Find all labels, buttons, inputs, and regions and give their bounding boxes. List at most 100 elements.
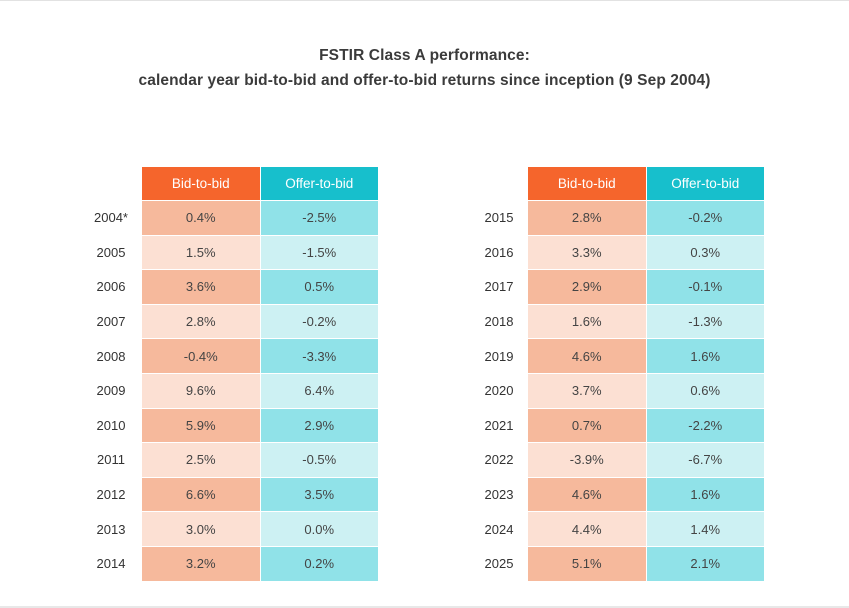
year-cell: 2007 xyxy=(96,314,126,330)
bid-to-bid-cell: 2.8% xyxy=(528,200,646,236)
bid-to-bid-header: Bid-to-bid xyxy=(142,167,260,201)
table-row: 2017 2.9% -0.1% xyxy=(470,269,764,305)
year-cell: 2020 xyxy=(484,383,514,399)
bid-to-bid-cell: 0.4% xyxy=(142,200,260,236)
table-row: 2023 4.6% 1.6% xyxy=(470,477,764,512)
year-header xyxy=(80,167,142,201)
bid-to-bid-cell: 3.6% xyxy=(142,269,260,305)
offer-to-bid-cell: 0.6% xyxy=(645,373,764,409)
bid-to-bid-cell: 4.6% xyxy=(528,477,646,512)
year-cell: 2013 xyxy=(96,521,126,537)
bid-to-bid-cell: 3.3% xyxy=(528,235,646,270)
offer-to-bid-cell: -3.3% xyxy=(259,338,378,374)
year-cell: 2006 xyxy=(96,279,126,295)
offer-to-bid-cell: 1.6% xyxy=(645,477,764,512)
bid-to-bid-cell: 9.6% xyxy=(142,373,260,409)
bid-to-bid-cell: 1.5% xyxy=(142,235,260,270)
offer-to-bid-cell: -1.3% xyxy=(645,304,764,339)
offer-to-bid-cell: -1.5% xyxy=(259,235,378,270)
table-row: 2012 6.6% 3.5% xyxy=(80,477,378,512)
table-row: 2018 1.6% -1.3% xyxy=(470,304,764,339)
performance-table-left: Bid-to-bid Offer-to-bid 2004* 0.4% -2.5% 20… xyxy=(80,167,378,581)
year-cell: 2010 xyxy=(96,417,126,433)
table-row: 2019 4.6% 1.6% xyxy=(470,338,764,374)
table-body: 2004* 0.4% -2.5% 2005 1.5% -1.5% 2006 3.6% 0.5% 2… xyxy=(80,200,378,581)
year-cell: 2012 xyxy=(96,487,126,503)
offer-to-bid-cell: 1.6% xyxy=(645,338,764,374)
table-row: 2024 4.4% 1.4% xyxy=(470,511,764,547)
year-cell: 2004* xyxy=(94,210,128,226)
offer-to-bid-cell: -0.1% xyxy=(645,269,764,305)
bid-to-bid-cell: -0.4% xyxy=(142,338,260,374)
year-cell: 2021 xyxy=(484,417,514,433)
bid-to-bid-cell: 2.9% xyxy=(528,269,646,305)
year-cell: 2011 xyxy=(97,452,125,468)
offer-to-bid-cell: 0.5% xyxy=(259,269,378,305)
offer-to-bid-cell: -2.2% xyxy=(645,408,764,443)
year-cell: 2008 xyxy=(96,348,126,364)
offer-to-bid-cell: -0.2% xyxy=(259,304,378,339)
table-row: 2020 3.7% 0.6% xyxy=(470,373,764,409)
table-row: 2005 1.5% -1.5% xyxy=(80,235,378,270)
bid-to-bid-cell: 4.6% xyxy=(528,338,646,374)
bid-to-bid-cell: 4.4% xyxy=(528,511,646,547)
year-cell: 2005 xyxy=(96,244,126,260)
table-row: 2021 0.7% -2.2% xyxy=(470,408,764,443)
bid-to-bid-cell: 1.6% xyxy=(528,304,646,339)
offer-to-bid-cell: 0.2% xyxy=(259,546,378,581)
offer-to-bid-cell: -0.2% xyxy=(645,200,764,236)
year-cell: 2018 xyxy=(484,314,514,330)
year-cell: 2015 xyxy=(484,210,514,226)
bid-to-bid-cell: 2.8% xyxy=(142,304,260,339)
offer-to-bid-cell: 0.0% xyxy=(259,511,378,547)
table-row: 2008 -0.4% -3.3% xyxy=(80,338,378,374)
bid-to-bid-cell: 2.5% xyxy=(142,442,260,478)
table-body: 2015 2.8% -0.2% 2016 3.3% 0.3% 2017 2.9% -0.1% 20… xyxy=(470,200,764,581)
bid-to-bid-cell: 3.0% xyxy=(142,511,260,547)
year-cell: 2025 xyxy=(484,556,514,572)
offer-to-bid-cell: 2.9% xyxy=(259,408,378,443)
offer-to-bid-cell: 3.5% xyxy=(259,477,378,512)
table-row: 2009 9.6% 6.4% xyxy=(80,373,378,409)
bid-to-bid-cell: 5.9% xyxy=(142,408,260,443)
offer-to-bid-cell: 1.4% xyxy=(645,511,764,547)
performance-table-right: Bid-to-bid Offer-to-bid 2015 2.8% -0.2% 201… xyxy=(470,167,764,581)
offer-to-bid-cell: -6.7% xyxy=(645,442,764,478)
bid-to-bid-cell: -3.9% xyxy=(528,442,646,478)
top-border xyxy=(0,0,849,1)
year-cell: 2014 xyxy=(96,556,126,572)
offer-to-bid-cell: 0.3% xyxy=(645,235,764,270)
table-row: 2007 2.8% -0.2% xyxy=(80,304,378,339)
bid-to-bid-cell: 5.1% xyxy=(528,546,646,581)
year-cell: 2016 xyxy=(484,244,514,260)
year-cell: 2009 xyxy=(96,383,126,399)
offer-to-bid-cell: -0.5% xyxy=(259,442,378,478)
year-header xyxy=(470,167,528,201)
chart-title: FSTIR Class A performance: xyxy=(319,47,530,64)
year-cell: 2017 xyxy=(484,279,514,295)
year-cell: 2022 xyxy=(484,452,514,468)
year-cell: 2019 xyxy=(484,348,514,364)
bottom-border xyxy=(0,606,849,608)
bid-to-bid-cell: 3.7% xyxy=(528,373,646,409)
table-row: 2015 2.8% -0.2% xyxy=(470,200,764,236)
table-row: 2022 -3.9% -6.7% xyxy=(470,442,764,478)
bid-to-bid-header: Bid-to-bid xyxy=(528,167,646,201)
bid-to-bid-cell: 3.2% xyxy=(142,546,260,581)
table-row: 2010 5.9% 2.9% xyxy=(80,408,378,443)
table-row: 2016 3.3% 0.3% xyxy=(470,235,764,270)
table-row: 2004* 0.4% -2.5% xyxy=(80,200,378,236)
offer-to-bid-cell: 6.4% xyxy=(259,373,378,409)
offer-to-bid-cell: -2.5% xyxy=(259,200,378,236)
table-row: 2025 5.1% 2.1% xyxy=(470,546,764,581)
offer-to-bid-header: Offer-to-bid xyxy=(259,167,378,201)
table-row: 2013 3.0% 0.0% xyxy=(80,511,378,547)
year-cell: 2023 xyxy=(484,487,514,503)
year-cell: 2024 xyxy=(484,521,514,537)
offer-to-bid-header: Offer-to-bid xyxy=(645,167,764,201)
table-row: 2011 2.5% -0.5% xyxy=(80,442,378,478)
chart-subtitle: calendar year bid-to-bid and offer-to-bi… xyxy=(138,72,711,89)
bid-to-bid-cell: 0.7% xyxy=(528,408,646,443)
table-row: 2014 3.2% 0.2% xyxy=(80,546,378,581)
bid-to-bid-cell: 6.6% xyxy=(142,477,260,512)
